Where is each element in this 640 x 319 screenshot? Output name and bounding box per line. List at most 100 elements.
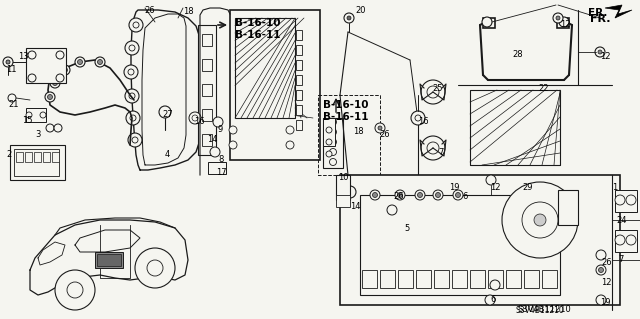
Circle shape [67, 282, 83, 298]
Bar [336, 175, 350, 200]
Circle shape [378, 126, 382, 130]
Text: S3V4B11210: S3V4B11210 [515, 306, 564, 315]
Text: 12: 12 [601, 278, 611, 287]
Text: 6: 6 [490, 295, 495, 304]
Circle shape [595, 47, 605, 57]
Bar [235, 18, 295, 118]
Bar [360, 195, 560, 295]
Text: 26: 26 [601, 258, 612, 267]
Bar [615, 190, 637, 212]
Text: 19: 19 [449, 183, 460, 192]
Circle shape [421, 136, 445, 160]
Circle shape [286, 126, 294, 134]
Text: 8: 8 [218, 155, 223, 164]
Bar [615, 230, 637, 252]
Bar [296, 45, 302, 55]
Circle shape [433, 190, 443, 200]
Circle shape [125, 41, 139, 55]
Circle shape [3, 57, 13, 67]
Circle shape [330, 118, 337, 125]
Text: 4: 4 [165, 150, 170, 159]
Bar [26, 48, 66, 83]
Bar [296, 105, 302, 115]
Bar [97, 254, 121, 266]
Circle shape [344, 186, 356, 198]
Text: 17: 17 [216, 168, 227, 177]
Text: B-16-10: B-16-10 [323, 100, 369, 110]
Text: 1: 1 [612, 183, 617, 192]
Bar [318, 95, 380, 175]
Bar [470, 90, 560, 165]
Bar [558, 190, 578, 225]
Bar [10, 145, 65, 180]
Bar [296, 30, 302, 40]
Circle shape [77, 60, 83, 64]
Circle shape [415, 115, 421, 121]
Circle shape [330, 129, 337, 136]
Circle shape [130, 115, 136, 121]
Circle shape [126, 111, 140, 125]
Circle shape [132, 137, 138, 143]
Bar [380, 270, 395, 288]
Circle shape [55, 270, 95, 310]
Circle shape [490, 280, 500, 290]
Circle shape [397, 192, 403, 197]
Bar [198, 25, 216, 155]
Bar [208, 162, 226, 174]
Circle shape [427, 86, 439, 98]
Bar [452, 270, 467, 288]
Circle shape [125, 89, 139, 103]
Circle shape [626, 235, 636, 245]
Bar [340, 175, 620, 305]
Circle shape [375, 123, 385, 133]
Circle shape [330, 159, 337, 166]
Circle shape [47, 94, 52, 100]
Bar [398, 270, 413, 288]
Polygon shape [605, 5, 632, 18]
Text: 11: 11 [6, 65, 17, 74]
Circle shape [596, 250, 606, 260]
Circle shape [596, 265, 606, 275]
Text: 27: 27 [162, 110, 173, 119]
Text: 12: 12 [560, 20, 570, 29]
Text: 16: 16 [418, 117, 429, 126]
Text: 7: 7 [618, 255, 623, 264]
Circle shape [286, 141, 294, 149]
Circle shape [75, 57, 85, 67]
Text: 12: 12 [490, 183, 500, 192]
Circle shape [615, 235, 625, 245]
Text: 13: 13 [18, 52, 29, 61]
Text: FR.: FR. [590, 14, 611, 24]
Circle shape [128, 133, 142, 147]
Text: 22: 22 [538, 84, 548, 93]
Text: 16: 16 [194, 117, 205, 126]
Circle shape [95, 57, 105, 67]
Circle shape [129, 93, 135, 99]
Circle shape [534, 214, 546, 226]
Bar [34, 152, 41, 162]
Text: 26: 26 [393, 192, 404, 201]
Circle shape [615, 195, 625, 205]
Circle shape [52, 80, 58, 85]
Circle shape [415, 190, 425, 200]
Bar [524, 270, 539, 288]
Circle shape [124, 65, 138, 79]
Bar [26, 108, 46, 122]
Circle shape [192, 115, 198, 121]
Bar [323, 118, 335, 146]
Circle shape [45, 92, 55, 102]
Circle shape [159, 106, 171, 118]
Text: 26: 26 [379, 130, 390, 139]
Circle shape [598, 50, 602, 54]
Circle shape [28, 51, 36, 59]
Circle shape [213, 117, 223, 127]
Circle shape [189, 112, 201, 124]
Bar [470, 270, 485, 288]
Circle shape [46, 124, 54, 132]
Circle shape [456, 192, 461, 197]
Text: 10: 10 [338, 173, 349, 182]
Bar [488, 270, 503, 288]
Text: B-16-11: B-16-11 [235, 30, 280, 40]
Bar [296, 75, 302, 85]
Circle shape [435, 192, 440, 197]
